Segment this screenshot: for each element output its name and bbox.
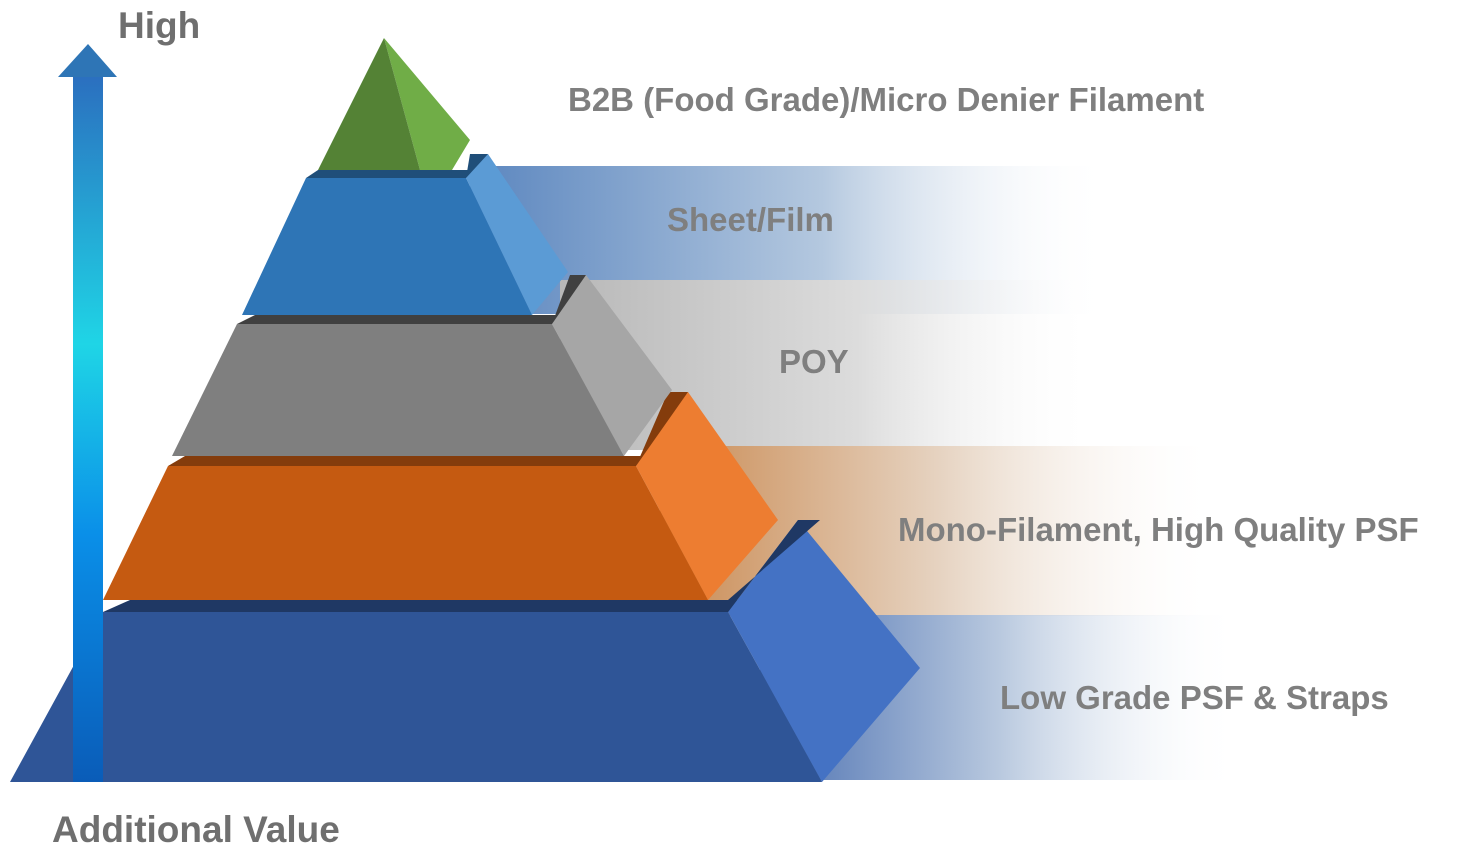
tier-label-mono-filament: Mono-Filament, High Quality PSF (898, 511, 1419, 548)
axis-high-label: High (118, 5, 200, 46)
value-axis-arrow (58, 44, 117, 782)
tier-label-low-grade: Low Grade PSF & Straps (1000, 679, 1389, 716)
tier-sheet-film (242, 154, 568, 315)
tier-b2b (318, 38, 470, 170)
tier-low-grade (10, 520, 920, 782)
tier-label-sheet-film: Sheet/Film (667, 201, 834, 238)
tier-mono-filament (103, 392, 778, 600)
tier-label-poy: POY (779, 343, 849, 380)
axis-additional-value-label: Additional Value (52, 809, 340, 850)
tier-label-b2b: B2B (Food Grade)/Micro Denier Filament (568, 81, 1204, 118)
tier-poy (172, 275, 672, 456)
